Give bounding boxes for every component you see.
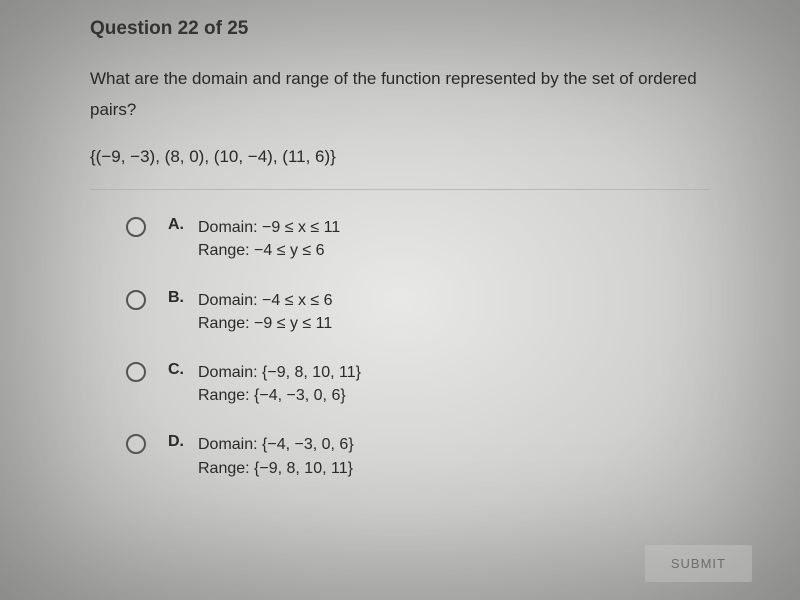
option-a[interactable]: A. Domain: −9 ≤ x ≤ 11 Range: −4 ≤ y ≤ 6 — [126, 216, 710, 262]
radio-icon[interactable] — [126, 290, 146, 310]
question-number-header: Question 22 of 25 — [90, 18, 710, 40]
radio-icon[interactable] — [126, 362, 146, 382]
question-prompt: What are the domain and range of the fun… — [90, 64, 710, 125]
option-line1: Domain: {−9, 8, 10, 11} — [198, 364, 361, 381]
option-text: Domain: −9 ≤ x ≤ 11 Range: −4 ≤ y ≤ 6 — [198, 216, 340, 262]
option-line2: Range: {−4, −3, 0, 6} — [198, 387, 346, 404]
option-text: Domain: −4 ≤ x ≤ 6 Range: −9 ≤ y ≤ 11 — [198, 289, 333, 335]
options-group: A. Domain: −9 ≤ x ≤ 11 Range: −4 ≤ y ≤ 6… — [90, 216, 710, 480]
option-line1: Domain: −9 ≤ x ≤ 11 — [198, 219, 340, 236]
divider — [90, 189, 710, 190]
option-line2: Range: −4 ≤ y ≤ 6 — [198, 242, 325, 259]
option-line1: Domain: {−4, −3, 0, 6} — [198, 436, 354, 453]
submit-button[interactable]: SUBMIT — [645, 545, 752, 582]
option-line2: Range: {−9, 8, 10, 11} — [198, 460, 353, 477]
option-text: Domain: {−4, −3, 0, 6} Range: {−9, 8, 10… — [198, 433, 354, 479]
radio-icon[interactable] — [126, 434, 146, 454]
option-letter: A. — [168, 216, 188, 234]
option-line2: Range: −9 ≤ y ≤ 11 — [198, 315, 332, 332]
option-line1: Domain: −4 ≤ x ≤ 6 — [198, 292, 333, 309]
option-letter: B. — [168, 289, 188, 307]
option-d[interactable]: D. Domain: {−4, −3, 0, 6} Range: {−9, 8,… — [126, 433, 710, 479]
option-letter: C. — [168, 361, 188, 379]
option-c[interactable]: C. Domain: {−9, 8, 10, 11} Range: {−4, −… — [126, 361, 710, 407]
radio-icon[interactable] — [126, 217, 146, 237]
option-b[interactable]: B. Domain: −4 ≤ x ≤ 6 Range: −9 ≤ y ≤ 11 — [126, 289, 710, 335]
question-data: {(−9, −3), (8, 0), (10, −4), (11, 6)} — [90, 147, 710, 167]
option-letter: D. — [168, 433, 188, 451]
option-text: Domain: {−9, 8, 10, 11} Range: {−4, −3, … — [198, 361, 361, 407]
